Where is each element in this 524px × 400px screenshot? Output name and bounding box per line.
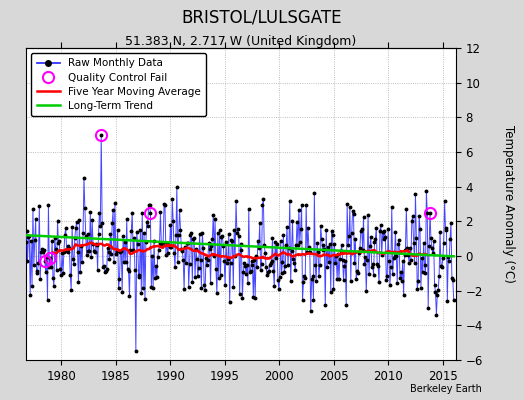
Legend: Raw Monthly Data, Quality Control Fail, Five Year Moving Average, Long-Term Tren: Raw Monthly Data, Quality Control Fail, … [31,53,206,116]
Text: Berkeley Earth: Berkeley Earth [410,384,482,394]
Title: 51.383 N, 2.717 W (United Kingdom): 51.383 N, 2.717 W (United Kingdom) [125,35,357,48]
Text: BRISTOL/LULSGATE: BRISTOL/LULSGATE [182,8,342,26]
Y-axis label: Temperature Anomaly (°C): Temperature Anomaly (°C) [503,125,516,283]
